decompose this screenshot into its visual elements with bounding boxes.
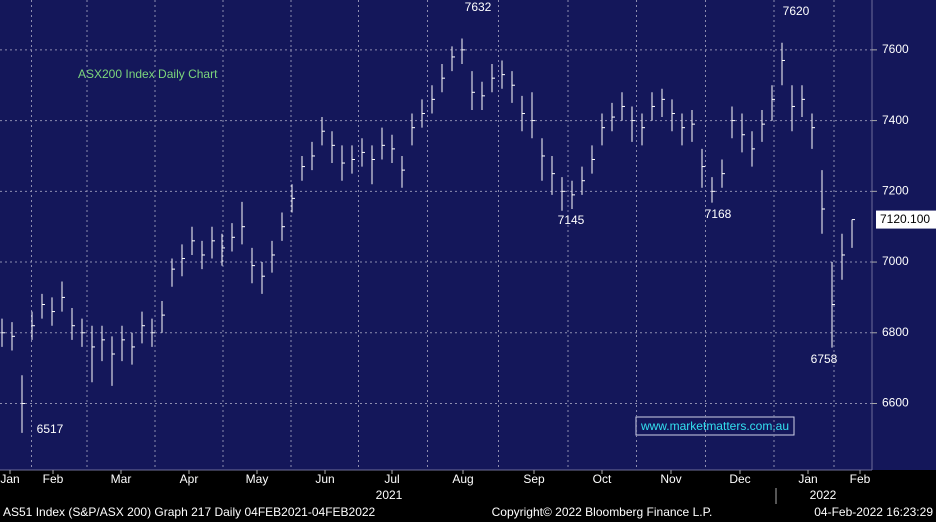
x-tick-label: May (246, 472, 269, 486)
annotation: 7620 (783, 4, 810, 18)
annotation: 6758 (811, 352, 838, 366)
y-tick-label: 7200 (882, 183, 909, 197)
x-tick-label: Feb (43, 472, 64, 486)
x-tick-label: Aug (452, 472, 473, 486)
x-tick-label: Apr (180, 472, 199, 486)
annotation: 7632 (465, 0, 492, 14)
x-tick-label: Dec (729, 472, 750, 486)
y-tick-label: 6800 (882, 325, 909, 339)
x-tick-label: Jan (0, 472, 19, 486)
y-tick-label: 7400 (882, 113, 909, 127)
annotation: 7145 (558, 213, 585, 227)
chart-title: ASX200 Index Daily Chart (78, 67, 218, 81)
plot-background (0, 0, 936, 470)
x-tick-label: Jan (798, 472, 817, 486)
x-tick-label: Sep (523, 472, 545, 486)
y-tick-label: 7000 (882, 254, 909, 268)
year-label: 2022 (810, 488, 837, 502)
watermark: www.marketmatters.com.au (640, 419, 789, 433)
annotation: 6517 (37, 422, 64, 436)
x-tick-label: Jun (315, 472, 334, 486)
y-tick-label: 6600 (882, 396, 909, 410)
year-label: 2021 (376, 488, 403, 502)
x-tick-label: Jul (384, 472, 399, 486)
annotation: 7168 (705, 207, 732, 221)
x-tick-label: Oct (593, 472, 612, 486)
x-tick-label: Nov (660, 472, 681, 486)
footer-right: 04-Feb-2022 16:23:29 (814, 505, 933, 519)
last-price-label: 7120.100 (880, 212, 930, 226)
footer-left: AS51 Index (S&P/ASX 200) Graph 217 Daily… (3, 505, 376, 519)
x-tick-label: Feb (850, 472, 871, 486)
y-tick-label: 7600 (882, 42, 909, 56)
last-price-box (876, 210, 936, 229)
footer-center: Copyright© 2022 Bloomberg Finance L.P. (492, 505, 713, 519)
x-tick-label: Mar (111, 472, 132, 486)
